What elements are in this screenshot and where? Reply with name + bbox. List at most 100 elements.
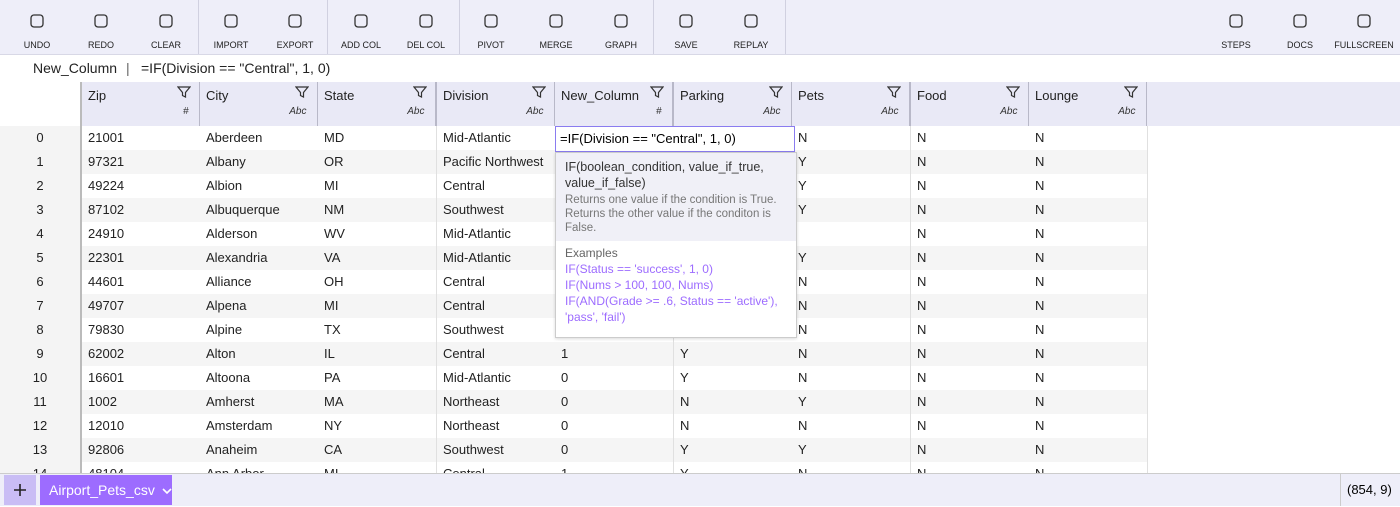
column-header[interactable]: New_Column # <box>555 82 674 126</box>
cell[interactable]: N <box>1029 366 1148 390</box>
cell[interactable]: N <box>792 126 911 150</box>
cell[interactable]: N <box>1029 294 1148 318</box>
filter-button[interactable] <box>176 85 191 102</box>
cell[interactable]: N <box>1029 222 1148 246</box>
cell[interactable]: Pacific Northwest <box>437 150 556 174</box>
cell[interactable]: 0 <box>555 390 674 414</box>
cell[interactable]: 21001 <box>82 126 201 150</box>
cell[interactable]: Amsterdam <box>200 414 319 438</box>
cell[interactable]: VA <box>318 246 437 270</box>
filter-icon[interactable] <box>531 85 546 99</box>
toolbar-button[interactable]: MERGE <box>524 0 588 54</box>
filter-button[interactable] <box>1005 85 1020 102</box>
cell[interactable]: Y <box>792 390 911 414</box>
cell[interactable]: Southwest <box>437 438 556 462</box>
sheet-tab[interactable]: Airport_Pets_csv <box>40 475 172 505</box>
cell[interactable]: N <box>1029 126 1148 150</box>
cell[interactable]: N <box>1029 270 1148 294</box>
cell[interactable]: Y <box>674 342 793 366</box>
filter-button[interactable] <box>531 85 546 102</box>
cell[interactable]: N <box>792 414 911 438</box>
cell[interactable]: 12010 <box>82 414 201 438</box>
cell[interactable]: Y <box>792 174 911 198</box>
cell[interactable]: 49707 <box>82 294 201 318</box>
cell[interactable]: N <box>1029 174 1148 198</box>
cell[interactable]: MI <box>318 462 437 473</box>
cell[interactable]: Y <box>792 198 911 222</box>
cell[interactable]: N <box>911 462 1030 473</box>
cell[interactable]: NM <box>318 198 437 222</box>
filter-button[interactable] <box>294 85 309 102</box>
cell[interactable]: 92806 <box>82 438 201 462</box>
cell[interactable]: 16601 <box>82 366 201 390</box>
cell[interactable]: N <box>792 342 911 366</box>
cell[interactable]: 79830 <box>82 318 201 342</box>
cell[interactable]: N <box>911 246 1030 270</box>
cell[interactable]: PA <box>318 366 437 390</box>
cell[interactable]: N <box>674 414 793 438</box>
column-header[interactable]: State Abc <box>318 82 437 126</box>
cell[interactable]: 97321 <box>82 150 201 174</box>
cell[interactable]: N <box>1029 318 1148 342</box>
cell[interactable]: N <box>911 342 1030 366</box>
toolbar-button[interactable]: REDO <box>69 0 133 54</box>
cell[interactable]: 87102 <box>82 198 201 222</box>
filter-button[interactable] <box>768 85 783 102</box>
cell[interactable]: MI <box>318 294 437 318</box>
cell[interactable]: Y <box>674 438 793 462</box>
column-header[interactable]: City Abc <box>200 82 319 126</box>
cell[interactable]: 62002 <box>82 342 201 366</box>
toolbar-button[interactable]: UNDO <box>5 0 69 54</box>
cell[interactable]: N <box>792 294 911 318</box>
cell[interactable]: N <box>1029 246 1148 270</box>
cell[interactable]: N <box>1029 438 1148 462</box>
cell[interactable]: Aberdeen <box>200 126 319 150</box>
cell[interactable]: NY <box>318 414 437 438</box>
cell[interactable]: 44601 <box>82 270 201 294</box>
cell[interactable]: Mid-Atlantic <box>437 246 556 270</box>
cell[interactable]: Southwest <box>437 198 556 222</box>
cell[interactable]: Altoona <box>200 366 319 390</box>
toolbar-button[interactable]: REPLAY <box>719 0 783 54</box>
cell[interactable]: Amherst <box>200 390 319 414</box>
cell[interactable]: 0 <box>555 366 674 390</box>
filter-button[interactable] <box>649 85 664 102</box>
cell[interactable]: Ann Arbor <box>200 462 319 473</box>
cell[interactable]: N <box>911 294 1030 318</box>
toolbar-button[interactable]: GRAPH <box>589 0 653 54</box>
cell[interactable]: MD <box>318 126 437 150</box>
cell[interactable]: Y <box>792 150 911 174</box>
add-sheet-button[interactable] <box>4 475 36 505</box>
filter-button[interactable] <box>886 85 901 102</box>
filter-icon[interactable] <box>768 85 783 99</box>
toolbar-button[interactable]: FULLSCREEN <box>1332 0 1396 54</box>
cell[interactable]: Y <box>792 438 911 462</box>
cell[interactable]: N <box>911 318 1030 342</box>
toolbar-button[interactable]: ADD COL <box>329 0 393 54</box>
cell[interactable]: N <box>792 270 911 294</box>
cell[interactable]: N <box>792 366 911 390</box>
cell[interactable]: N <box>911 174 1030 198</box>
filter-icon[interactable] <box>886 85 901 99</box>
cell[interactable]: N <box>1029 462 1148 473</box>
filter-icon[interactable] <box>176 85 191 99</box>
cell[interactable]: Alpena <box>200 294 319 318</box>
cell[interactable]: 22301 <box>82 246 201 270</box>
cell[interactable]: Northeast <box>437 414 556 438</box>
column-header[interactable]: Division Abc <box>437 82 556 126</box>
toolbar-button[interactable]: EXPORT <box>263 0 327 54</box>
cell[interactable]: N <box>911 150 1030 174</box>
cell[interactable]: Northeast <box>437 390 556 414</box>
cell[interactable]: N <box>911 366 1030 390</box>
cell[interactable]: MI <box>318 174 437 198</box>
cell[interactable]: N <box>911 438 1030 462</box>
cell[interactable]: MA <box>318 390 437 414</box>
cell[interactable]: N <box>1029 150 1148 174</box>
cell[interactable]: N <box>911 126 1030 150</box>
toolbar-button[interactable]: DEL COL <box>394 0 458 54</box>
cell[interactable]: N <box>911 414 1030 438</box>
cell[interactable]: Alderson <box>200 222 319 246</box>
cell[interactable]: N <box>911 390 1030 414</box>
cell[interactable]: N <box>1029 390 1148 414</box>
cell[interactable]: N <box>674 390 793 414</box>
